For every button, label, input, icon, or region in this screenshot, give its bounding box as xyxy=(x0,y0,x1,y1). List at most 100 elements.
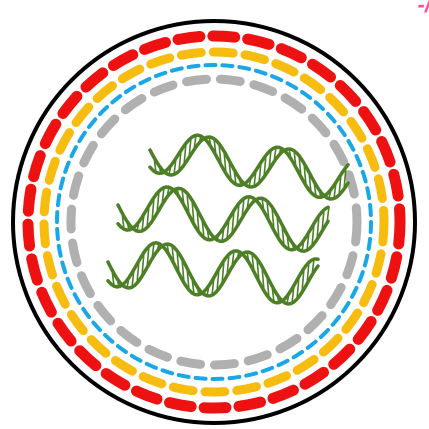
helix-rung xyxy=(171,189,175,193)
helix-rung xyxy=(221,260,225,285)
helix-rung xyxy=(318,189,322,198)
helix-rung xyxy=(278,147,282,156)
helix-rung xyxy=(306,231,310,251)
helix-rung xyxy=(323,193,327,197)
helix-rung xyxy=(311,259,315,276)
helix-rung xyxy=(213,138,217,156)
helix-rung xyxy=(296,276,300,300)
helix-rung xyxy=(153,157,157,173)
blue-ring xyxy=(55,63,373,381)
inner-gray-ring xyxy=(66,74,362,370)
helix-rung xyxy=(241,253,245,257)
helix-rung xyxy=(198,135,202,144)
helix-rung xyxy=(203,137,207,141)
helix-rung xyxy=(311,223,315,247)
yellow-ring xyxy=(39,47,389,397)
helix-rung xyxy=(343,167,347,190)
helix-rung xyxy=(211,277,215,296)
dna-helix-bottom xyxy=(106,241,320,306)
helix-rung xyxy=(221,226,225,242)
helix-rung xyxy=(236,251,240,260)
outer-red-ring xyxy=(22,30,406,414)
helix-rung xyxy=(261,266,265,291)
helix-rung xyxy=(136,260,140,284)
helix-rung xyxy=(276,294,280,303)
helix-rung xyxy=(266,200,270,221)
helix-rung xyxy=(188,137,192,158)
helix-rung xyxy=(206,227,210,241)
helix-rung xyxy=(146,205,150,228)
corner-label: -/ xyxy=(417,0,429,17)
helix-rung xyxy=(231,210,235,234)
helix-rung xyxy=(131,226,135,229)
helix-rung xyxy=(156,243,160,252)
helix-rung xyxy=(251,253,255,272)
helix-rung xyxy=(263,155,267,178)
helix-rung xyxy=(208,136,212,148)
dna-helix-top xyxy=(148,133,350,201)
helix-rung xyxy=(206,285,210,296)
helix-rung xyxy=(248,177,252,187)
helix-rung xyxy=(246,196,250,210)
helix-rung xyxy=(201,218,205,238)
helix-rung xyxy=(196,208,200,233)
helix-rung xyxy=(286,234,290,250)
helix-rung xyxy=(243,181,247,185)
helix-rung xyxy=(291,285,295,304)
helix-rung xyxy=(236,203,240,227)
helix-rung xyxy=(131,269,135,288)
helix-rung xyxy=(241,198,245,219)
helix-rung xyxy=(231,251,235,268)
helix-rung xyxy=(338,174,342,196)
helix-rung xyxy=(266,275,270,299)
helix-rung xyxy=(283,149,287,153)
helix-rung xyxy=(196,286,200,295)
helix-strand-b xyxy=(148,133,350,199)
helix-rung xyxy=(186,193,190,215)
helix-rung xyxy=(271,285,275,303)
helix-rung xyxy=(273,147,277,162)
helix-rung xyxy=(163,169,167,173)
helix-rung xyxy=(166,187,170,198)
helix-rung xyxy=(176,188,180,197)
helix-rung xyxy=(191,277,195,295)
helix-rung xyxy=(151,243,155,260)
helix-rung xyxy=(301,268,305,293)
helix-rung xyxy=(251,198,255,204)
helix-rung xyxy=(121,282,125,286)
helix-rung xyxy=(298,155,302,177)
helix-rung xyxy=(126,221,130,231)
membrane-rings xyxy=(22,30,406,414)
helix-rung xyxy=(211,234,215,240)
helix-rung xyxy=(258,162,262,184)
helix-rung xyxy=(268,149,272,170)
helix-rung xyxy=(301,239,305,252)
helix-rung xyxy=(261,198,265,212)
helix-rung xyxy=(226,254,230,276)
helix-rung xyxy=(156,191,160,214)
helix-rung xyxy=(201,290,205,294)
helix-rung xyxy=(286,293,290,304)
helix-rung xyxy=(173,158,177,175)
dna-strands xyxy=(106,133,350,306)
helix-rung xyxy=(111,269,115,287)
helix-rung xyxy=(136,221,140,232)
helix-rung xyxy=(141,213,145,232)
helix-rung xyxy=(176,250,180,274)
helix-rung xyxy=(191,200,195,225)
helix-rung xyxy=(126,277,130,288)
helix-rung xyxy=(303,163,307,186)
helix-rung xyxy=(256,198,260,205)
helix-rung xyxy=(321,209,325,232)
helix-rung xyxy=(121,212,125,230)
helix-rung xyxy=(326,206,330,223)
helix-rung xyxy=(166,243,170,255)
helix-rung xyxy=(141,252,145,277)
helix-rung xyxy=(216,233,220,241)
helix-rung xyxy=(193,135,197,150)
helix-rung xyxy=(181,189,185,206)
helix-rung xyxy=(288,148,292,160)
helix-rung xyxy=(181,258,185,283)
helix-rung xyxy=(306,262,310,284)
